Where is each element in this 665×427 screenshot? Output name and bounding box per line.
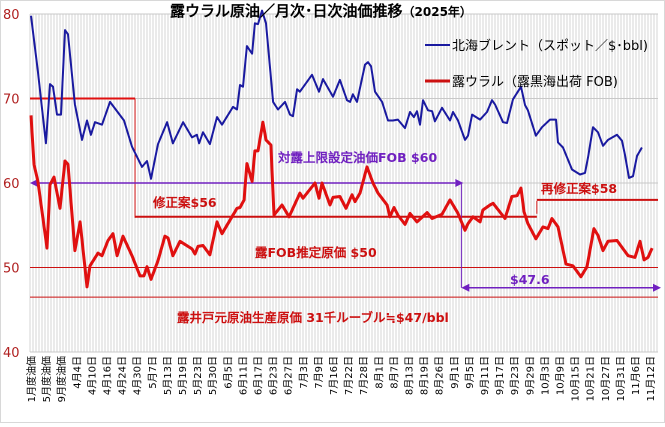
x-tick-label: 9月5日 [464,356,476,389]
x-tick-label: 11月12日 [645,356,657,401]
x-tick-label: 9月23日 [509,356,521,395]
x-tick-label: 4月16日 [102,356,114,395]
x-tick-label: 4月4日 [71,356,83,389]
reference-lines [30,97,661,298]
x-tick-label: 6月23日 [268,356,280,395]
x-tick-label: 10月9日 [555,356,567,395]
x-tick-label: 10月15日 [570,356,582,401]
legend-label-urals: 露ウラル（露黒海出荷 FOB) [452,75,618,90]
well-cost-47-label: 露井戸元原油生産原価 31千ルーブル≒$47/bbl [177,310,449,325]
fob-cost-50-label: 露FOB推定原価 $50 [255,245,377,260]
x-tick-label: 4月24日 [117,356,129,395]
x-tick-label: 11月6日 [630,356,642,395]
cap-47-6-label: $47.6 [510,272,550,287]
x-tick-label: 9月11日 [479,356,491,395]
x-tick-label: 10月21日 [585,356,597,401]
y-tick-label: 70 [3,93,20,108]
x-tick-label: 7月3日 [298,356,310,389]
arrow-head-right-icon [455,179,464,187]
y-tick-label: 50 [3,262,20,277]
x-tick-label: 5月度油価 [40,356,53,402]
y-tick-label: 80 [3,8,20,23]
x-tick-label: 7月16日 [328,356,340,395]
urals-series-line [29,115,654,289]
x-tick-label: 7月9日 [313,356,325,389]
x-tick-label: 4月10日 [86,356,98,395]
x-tick-label: 8月13日 [404,356,416,395]
y-tick-label: 40 [3,346,20,361]
x-tick-label: 5月19日 [177,356,189,395]
arrow-head-left-icon [461,283,470,292]
chart-title-main: 露ウラル原油／月次･日次油価推移 [170,2,403,20]
chart-title-year: （2025年） [403,4,472,19]
x-tick-label: 6月11日 [237,356,249,395]
x-tick-label: 4月30日 [132,356,144,395]
y-tick-label: 60 [3,177,20,192]
revised-58-label: 再修正案$58 [541,181,617,196]
x-tick-label: 8月19日 [419,356,431,395]
chart-title: 露ウラル原油／月次･日次油価推移（2025年） [170,2,472,20]
x-tick-label: 9月1日 [449,356,461,389]
x-tick-label: 6月5日 [222,356,234,389]
x-tick-label: 9月度油価 [55,356,68,402]
x-tick-label: 5月23日 [192,356,204,395]
x-tick-label: 5月7日 [147,356,159,389]
brent-series-line [30,9,643,180]
x-tick-label: 7月28日 [358,356,370,395]
x-tick-label: 8月26日 [434,356,446,395]
x-tick-label: 8月7日 [388,356,400,389]
x-tick-label: 6月17日 [253,356,265,395]
x-tick-label: 5月30日 [207,356,219,395]
x-tick-label: 10月31日 [615,356,627,401]
x-tick-label: 9月17日 [494,356,506,395]
x-tick-label: 8月1日 [373,356,385,389]
x-tick-label: 9月29日 [524,356,536,395]
arrow-head-right-icon [653,283,661,292]
x-tick-label: 7月22日 [343,356,355,395]
x-tick-label: 10月27日 [600,356,612,401]
cap-60-label: 対露上限設定油価FOB $60 [277,150,437,165]
legend-label-brent: 北海ブレント（スポット／$･bbl) [452,38,648,54]
x-tick-label: 5月13日 [162,356,174,395]
x-axis-ticks: 1月度油価 5月度油価 9月度油価 4月4日 4月10日 4月16日 4月24日 4月30日 5… [25,356,657,402]
x-tick-label: 10月3日 [539,356,551,395]
series-lines [29,9,654,289]
x-tick-label: 6月27日 [283,356,295,395]
arrow-head-left-icon [30,179,38,187]
revised-56-label: 修正案$56 [152,195,217,210]
legend: 北海ブレント（スポット／$･bbl) 露ウラル（露黒海出荷 FOB) [425,38,648,90]
x-tick-label: 1月度油価 [25,356,38,402]
